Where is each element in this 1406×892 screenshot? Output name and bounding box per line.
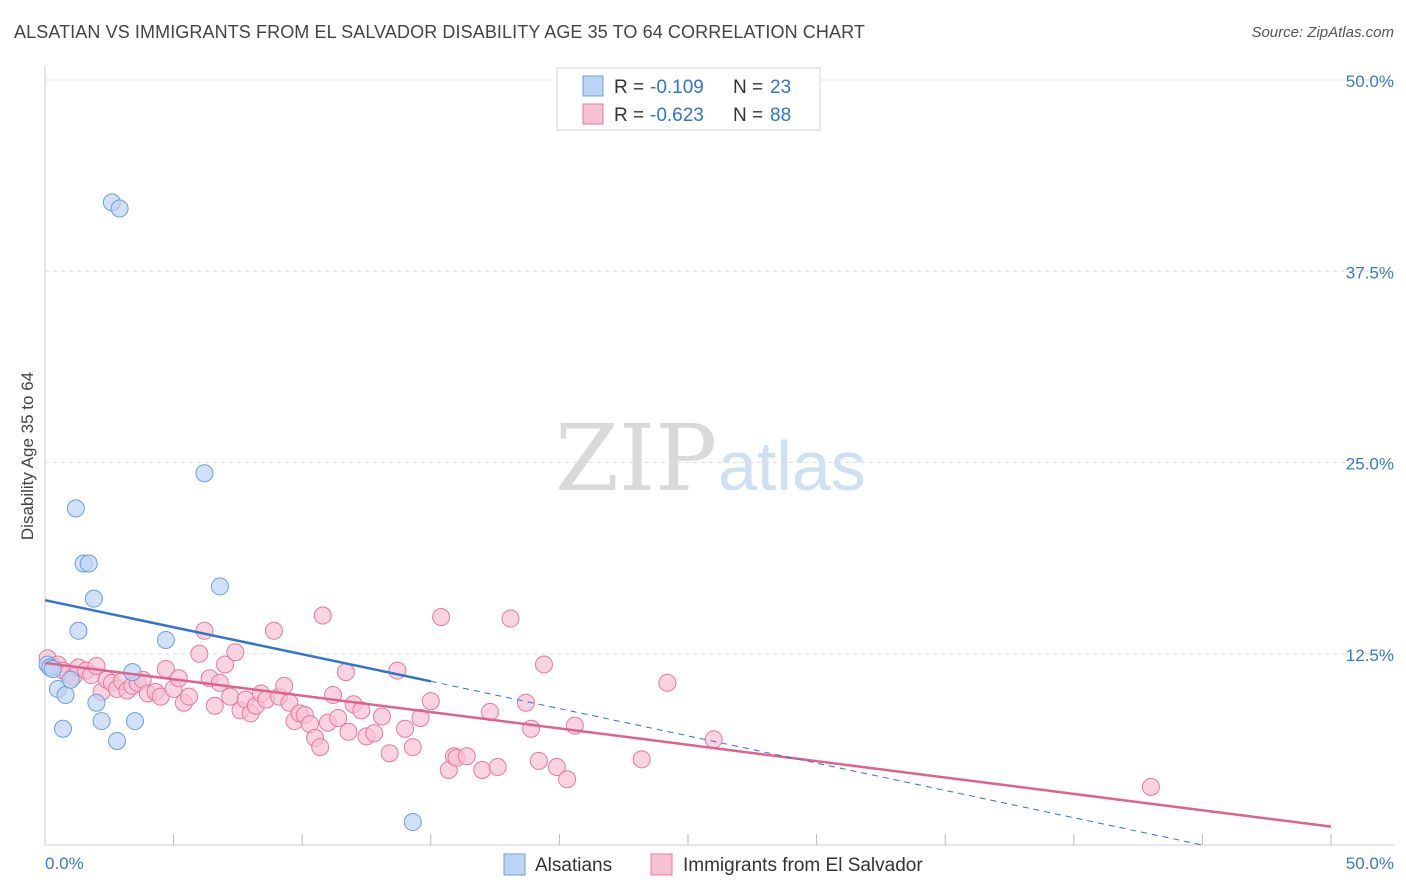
point-alsatians-13: [108, 731, 127, 750]
point-el-salvador-31: [210, 673, 229, 692]
point-alsatians-6: [61, 670, 80, 689]
point-alsatians-19: [195, 464, 214, 483]
point-el-salvador-58: [365, 724, 384, 743]
series-legend-label-el-salvador[interactable]: Immigrants from El Salvador: [683, 855, 923, 876]
y-tick-labels: 12.5% 25.0% 37.5% 50.0%: [1346, 72, 1394, 665]
legend-r-value-1: -0.109: [650, 77, 704, 98]
chart-title: ALSATIAN VS IMMIGRANTS FROM EL SALVADOR …: [14, 22, 865, 42]
y-tick-label-0: 12.5%: [1346, 646, 1394, 665]
point-el-salvador-73: [516, 693, 535, 712]
point-alsatians-4: [54, 719, 73, 738]
point-el-salvador-26: [180, 687, 199, 706]
x-tick-label-max: 50.0%: [1346, 854, 1394, 873]
point-el-salvador-34: [226, 643, 245, 662]
correlation-legend: R = -0.109 N = 23 R = -0.623 N = 88: [556, 67, 821, 131]
y-tick-label-3: 50.0%: [1346, 72, 1394, 91]
watermark-zip: ZIP: [555, 405, 717, 512]
series-legend-swatch-alsatians[interactable]: [503, 853, 526, 876]
point-el-salvador-28: [195, 621, 214, 640]
point-alsatians-12: [92, 712, 111, 731]
series-legend-label-alsatians[interactable]: Alsatians: [535, 855, 612, 876]
trend-line-alsatians: [44, 598, 432, 683]
point-el-salvador-82: [704, 730, 723, 749]
point-el-salvador-86: [501, 609, 520, 628]
legend-r-label-1: R =: [614, 77, 644, 98]
point-el-salvador-87: [1141, 777, 1160, 796]
point-el-salvador-77: [547, 757, 566, 776]
y-tick-label-2: 37.5%: [1346, 263, 1394, 282]
point-alsatians-20: [210, 577, 229, 596]
point-el-salvador-54: [339, 722, 358, 741]
point-el-salvador-60: [380, 744, 399, 763]
point-el-salvador-62: [396, 719, 415, 738]
point-alsatians-8: [69, 621, 88, 640]
point-el-salvador-72: [488, 757, 507, 776]
point-el-salvador-69: [457, 747, 476, 766]
legend-r-value-2: -0.623: [650, 105, 704, 126]
legend-swatch-el-salvador: [582, 103, 604, 125]
legend-n-label-2: N =: [733, 105, 763, 126]
point-el-salvador-70: [473, 761, 492, 780]
point-el-salvador-56: [352, 701, 371, 720]
y-tick-label-1: 25.0%: [1346, 455, 1394, 474]
point-el-salvador-65: [421, 692, 440, 711]
series-legend-swatch-el-salvador[interactable]: [650, 853, 673, 876]
data-points: [38, 193, 1160, 832]
watermark-atlas: atlas: [718, 427, 866, 505]
point-alsatians-21: [87, 693, 106, 712]
point-el-salvador-81: [658, 673, 677, 692]
point-alsatians-5: [56, 686, 75, 705]
point-el-salvador-63: [403, 738, 422, 757]
point-el-salvador-74: [522, 719, 541, 738]
point-alsatians-16: [126, 712, 145, 731]
point-alsatians-15: [110, 199, 129, 218]
point-el-salvador-27: [190, 644, 209, 663]
legend-n-value-1: 23: [770, 77, 791, 98]
y-axis-label: Disability Age 35 to 64: [18, 372, 37, 540]
point-el-salvador-78: [558, 770, 577, 789]
point-alsatians-22: [403, 813, 422, 832]
point-alsatians-10: [79, 554, 98, 573]
point-el-salvador-85: [336, 663, 355, 682]
point-alsatians-18: [156, 630, 175, 649]
x-tick-label-min: 0.0%: [45, 854, 84, 873]
point-el-salvador-41: [264, 621, 283, 640]
point-el-salvador-53: [329, 709, 348, 728]
point-el-salvador-76: [534, 655, 553, 674]
point-el-salvador-59: [372, 707, 391, 726]
x-ticks: [173, 834, 1332, 845]
legend-r-label-2: R =: [614, 105, 644, 126]
legend-n-value-2: 88: [770, 105, 791, 126]
trend-lines: [44, 598, 1332, 846]
point-el-salvador-83: [313, 606, 332, 625]
point-el-salvador-50: [311, 738, 330, 757]
source-label: Source: ZipAtlas.com: [1251, 24, 1394, 41]
point-alsatians-7: [66, 499, 85, 518]
series-legend: Alsatians Immigrants from El Salvador: [503, 853, 923, 876]
gridlines: [45, 79, 1394, 655]
point-el-salvador-32: [216, 655, 235, 674]
trend-line-el-salvador: [44, 661, 1332, 828]
point-el-salvador-75: [529, 751, 548, 770]
point-el-salvador-30: [205, 696, 224, 715]
point-alsatians-11: [84, 589, 103, 608]
point-el-salvador-84: [432, 608, 451, 627]
legend-n-label-1: N =: [733, 77, 763, 98]
point-el-salvador-80: [632, 750, 651, 769]
legend-swatch-alsatians: [582, 75, 604, 97]
